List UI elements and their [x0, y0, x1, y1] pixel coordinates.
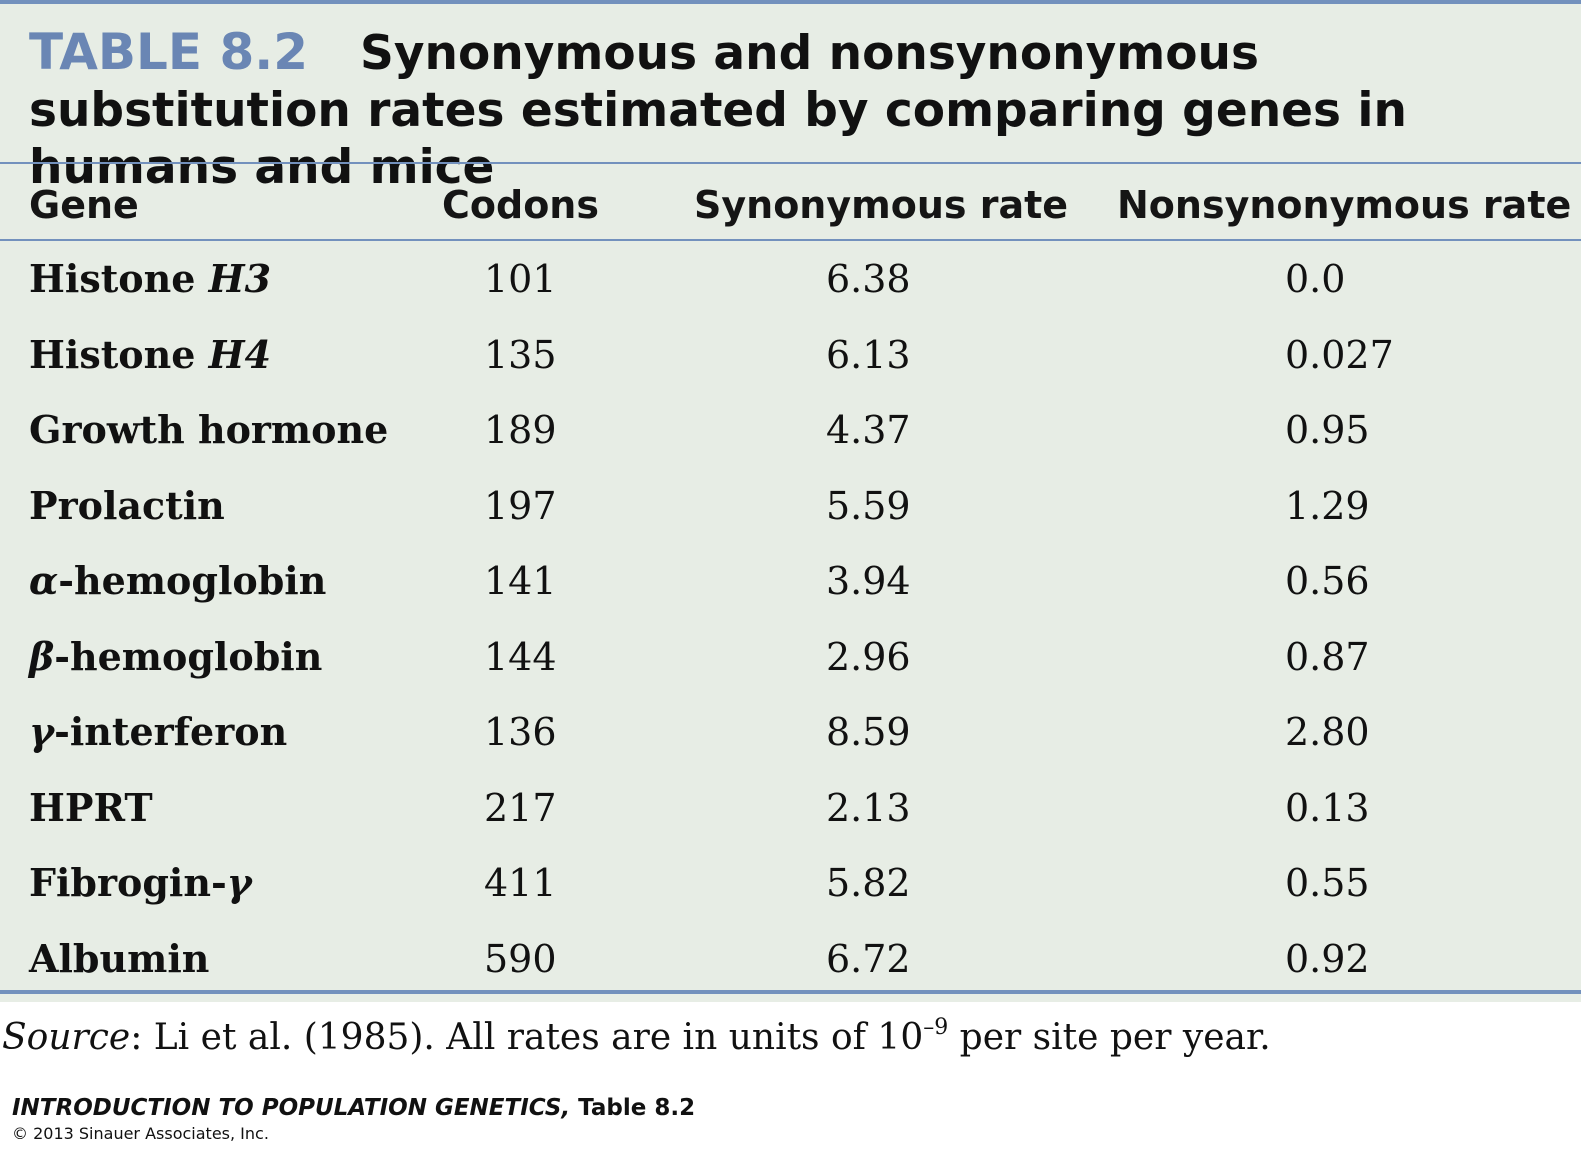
copyright: © 2013 Sinauer Associates, Inc.	[12, 1124, 269, 1143]
synonymous-rate-cell: 6.13	[826, 332, 911, 377]
table-row: α-hemoglobin 141 3.94 0.56	[0, 546, 1581, 622]
table-row: Growth hormone 189 4.37 0.95	[0, 395, 1581, 471]
table-row: Prolactin 197 5.59 1.29	[0, 471, 1581, 547]
gene-name-part: γ	[29, 709, 55, 754]
gene-name-part: Albumin	[29, 935, 210, 981]
synonymous-rate-cell: 5.59	[826, 483, 911, 528]
synonymous-rate-cell: 4.37	[826, 408, 911, 452]
gene-cell: α-hemoglobin	[29, 558, 326, 604]
table-row: Albumin 590 6.72 0.92	[0, 924, 1581, 1000]
gene-name-part: Fibrogin-	[29, 860, 227, 905]
gene-name-part: HPRT	[29, 784, 153, 830]
table-reference: Table 8.2	[570, 1095, 696, 1121]
gene-name-part: Histone	[29, 331, 209, 377]
nonsynonymous-rate-cell: 1.29	[1285, 483, 1370, 528]
nonsynonymous-rate-cell: 0.95	[1285, 408, 1370, 452]
nonsynonymous-rate-cell: 0.92	[1285, 936, 1370, 981]
nonsynonymous-rate-cell: 0.56	[1285, 559, 1370, 603]
table-number: TABLE 8.2	[29, 23, 309, 81]
gene-name-part: -interferon	[54, 709, 288, 754]
codons-cell: 101	[484, 257, 557, 301]
title-divider	[0, 162, 1581, 164]
gene-cell: Fibrogin-γ	[29, 860, 252, 906]
book-title: INTRODUCTION TO POPULATION GENETICS,	[12, 1095, 571, 1121]
gene-name-part: -hemoglobin	[54, 633, 323, 679]
codons-cell: 144	[484, 634, 557, 679]
codons-cell: 411	[484, 861, 557, 905]
table-row: Histone H3 101 6.38 0.0	[0, 244, 1581, 320]
table-row: HPRT 217 2.13 0.13	[0, 773, 1581, 849]
codons-cell: 136	[484, 710, 557, 754]
gene-cell: Histone H4	[29, 332, 271, 378]
gene-cell: γ-interferon	[29, 709, 287, 755]
codons-cell: 197	[484, 483, 557, 528]
header-nonsynonymous-rate: Nonsynonymous rate	[1117, 183, 1572, 227]
gene-name-part: γ	[226, 860, 252, 905]
nonsynonymous-rate-cell: 0.13	[1285, 785, 1370, 830]
synonymous-rate-cell: 6.72	[826, 936, 911, 981]
gene-cell: Growth hormone	[29, 407, 388, 453]
header-divider	[0, 239, 1581, 241]
gene-name-part: -hemoglobin	[58, 558, 327, 603]
table-row: Fibrogin-γ 411 5.82 0.55	[0, 848, 1581, 924]
synonymous-rate-cell: 3.94	[826, 559, 911, 603]
gene-name-part: Histone	[29, 256, 209, 301]
gene-name-part: H4	[208, 331, 272, 377]
synonymous-rate-cell: 8.59	[826, 710, 911, 754]
nonsynonymous-rate-cell: 2.80	[1285, 710, 1370, 754]
gene-cell: Prolactin	[29, 483, 225, 529]
gene-name-part: Prolactin	[29, 482, 225, 528]
table-bottom-rule	[0, 990, 1581, 994]
gene-name-part: Growth hormone	[29, 407, 389, 452]
table-row: β-hemoglobin 144 2.96 0.87	[0, 622, 1581, 698]
book-credit: INTRODUCTION TO POPULATION GENETICS, Tab…	[12, 1094, 695, 1122]
table-title-block: TABLE 8.2 Synonymous and nonsynonymous su…	[29, 24, 1559, 196]
gene-name-part: β	[29, 633, 55, 679]
table-title: Synonymous and nonsynonymous substitutio…	[29, 26, 1407, 195]
synonymous-rate-cell: 2.13	[826, 785, 911, 830]
header-codons: Codons	[442, 183, 599, 227]
source-text: : Li et al. (1985). All rates are in uni…	[130, 1017, 924, 1058]
nonsynonymous-rate-cell: 0.0	[1285, 257, 1346, 301]
codons-cell: 189	[484, 408, 557, 452]
gene-cell: Histone H3	[29, 256, 271, 302]
header-gene: Gene	[29, 183, 139, 227]
codons-cell: 217	[484, 785, 557, 830]
synonymous-rate-cell: 2.96	[826, 634, 911, 679]
table-row: γ-interferon 136 8.59 2.80	[0, 697, 1581, 773]
source-exponent: –9	[923, 1015, 949, 1040]
source-text-end: per site per year.	[948, 1017, 1271, 1058]
nonsynonymous-rate-cell: 0.027	[1285, 332, 1394, 377]
gene-name-part: H3	[208, 256, 272, 301]
nonsynonymous-rate-cell: 0.87	[1285, 634, 1370, 679]
codons-cell: 141	[484, 559, 557, 603]
gene-name-part: α	[29, 558, 59, 603]
table-row: Histone H4 135 6.13 0.027	[0, 320, 1581, 396]
codons-cell: 135	[484, 332, 557, 377]
gene-cell: HPRT	[29, 785, 153, 831]
gene-cell: β-hemoglobin	[29, 634, 322, 680]
gene-cell: Albumin	[29, 936, 209, 982]
source-label: Source	[2, 1017, 131, 1058]
table-panel: TABLE 8.2 Synonymous and nonsynonymous su…	[0, 0, 1581, 1002]
codons-cell: 590	[484, 936, 557, 981]
header-synonymous-rate: Synonymous rate	[694, 183, 1069, 227]
nonsynonymous-rate-cell: 0.55	[1285, 861, 1370, 905]
synonymous-rate-cell: 5.82	[826, 861, 911, 905]
source-note: Source: Li et al. (1985). All rates are …	[2, 1016, 1271, 1060]
table-body: Histone H3 101 6.38 0.0 Histone H4 135 6.13 0.0…	[0, 244, 1581, 999]
synonymous-rate-cell: 6.38	[826, 257, 911, 301]
